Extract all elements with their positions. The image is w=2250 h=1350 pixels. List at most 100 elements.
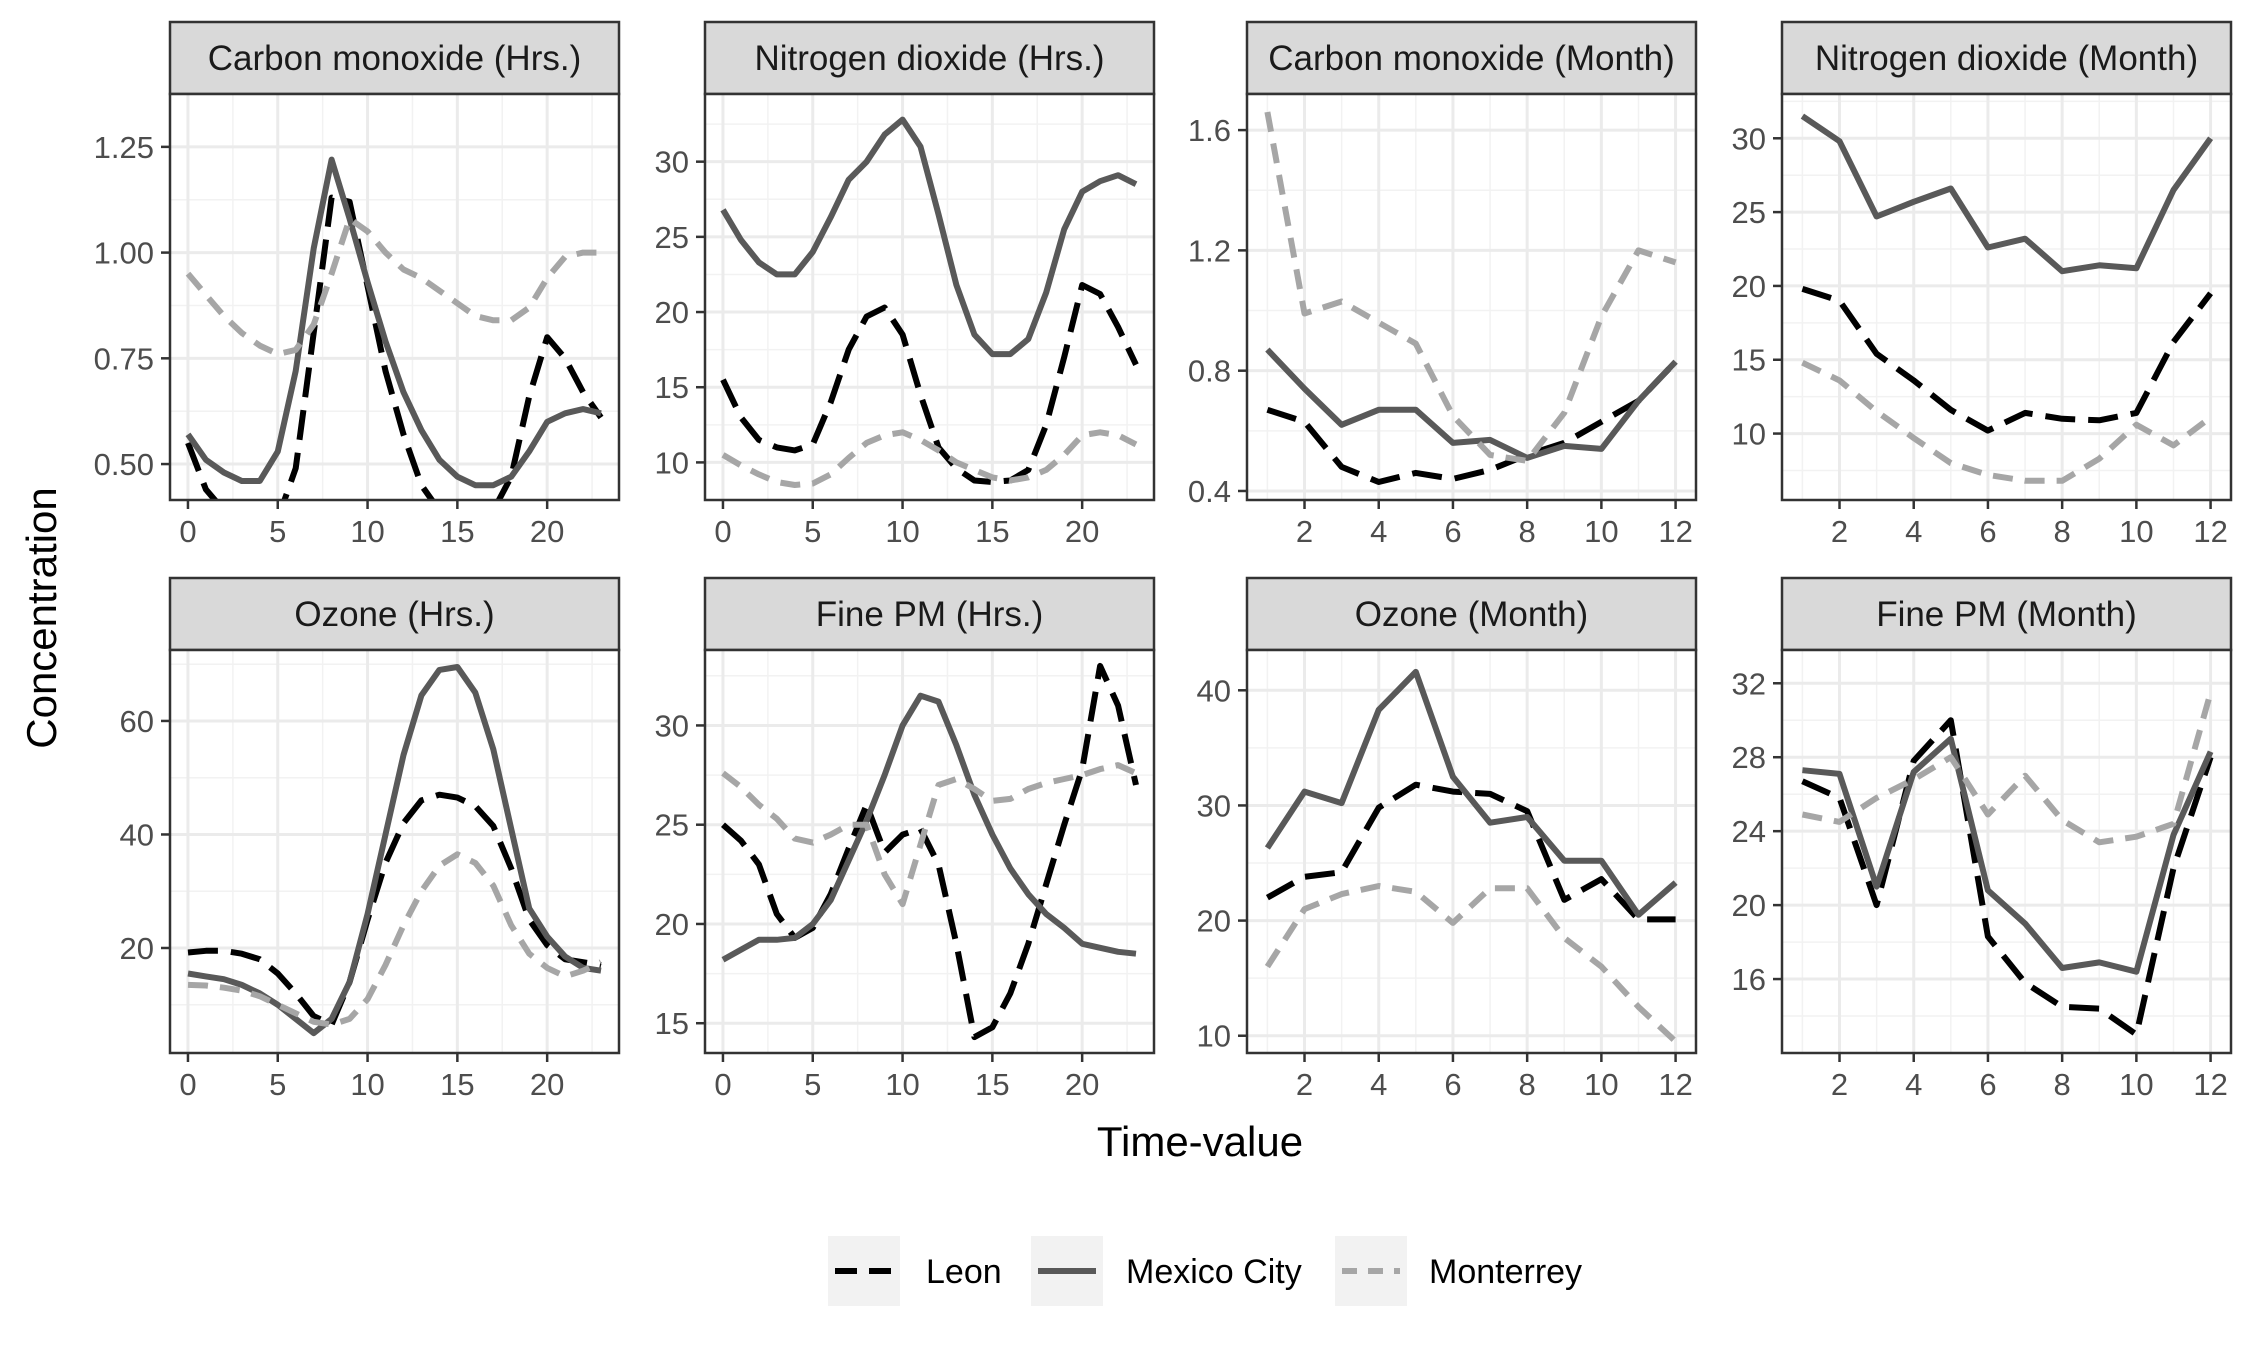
facet-strip	[1245, 20, 1698, 96]
legend: Leon Mexico City Monterrey	[828, 1236, 1582, 1306]
x-tick-label: 15	[975, 1067, 1009, 1102]
facet-panels: Carbon monoxide (Hrs.)0 5 10 15 200.500.751.…	[94, 20, 2233, 1102]
x-tick-label: 6	[1979, 514, 1996, 549]
y-tick-label: 30	[1732, 121, 1766, 156]
x-tick-label: 10	[1584, 1067, 1618, 1102]
x-tick-label: 10	[1584, 514, 1618, 549]
x-tick-label: 20	[1065, 1067, 1099, 1102]
series-line-monterrey	[185, 215, 601, 358]
y-tick-label: 25	[1732, 195, 1766, 230]
series-line-mexico-city	[721, 692, 1137, 963]
x-tick-label: 10	[350, 514, 384, 549]
y-tick-label: 25	[655, 808, 689, 843]
x-tick-label: 5	[804, 1067, 821, 1102]
y-tick-label: 1.00	[94, 236, 154, 271]
panel-border	[1780, 92, 2233, 502]
facet-title: Nitrogen dioxide (Month)	[1815, 39, 2198, 78]
y-tick-label: 15	[1732, 343, 1766, 378]
facet-strip	[703, 20, 1156, 96]
x-tick-label: 2	[1296, 1067, 1313, 1102]
facet-strip	[168, 20, 621, 96]
y-tick-label: 10	[1732, 417, 1766, 452]
y-tick-label: 0.4	[1188, 474, 1231, 509]
series-line-mexico-city	[1264, 668, 1678, 918]
x-tick-label: 6	[1444, 1067, 1461, 1102]
y-tick-label: 30	[1197, 788, 1231, 823]
x-tick-label: 10	[885, 514, 919, 549]
y-tick-label: 20	[1732, 888, 1766, 923]
facet-title: Carbon monoxide (Month)	[1268, 39, 1675, 78]
x-tick-label: 15	[975, 514, 1009, 549]
legend-label: Monterrey	[1429, 1253, 1582, 1291]
facet-strip	[703, 576, 1156, 652]
facet-title: Fine PM (Hrs.)	[816, 595, 1044, 634]
legend-item-monterrey: Monterrey	[1335, 1236, 1582, 1306]
series-line-mexico-city	[1800, 113, 2214, 275]
y-tick-label: 20	[655, 907, 689, 942]
y-tick-label: 0.50	[94, 447, 154, 482]
series-line-leon	[721, 662, 1139, 1041]
plot-area	[170, 94, 619, 500]
series-line-monterrey	[1264, 111, 1677, 464]
legend-item-leon: Leon	[828, 1236, 1002, 1306]
series-line-leon	[720, 282, 1139, 485]
x-tick-label: 2	[1831, 1067, 1848, 1102]
legend-label: Mexico City	[1126, 1253, 1302, 1291]
plot-area	[705, 94, 1154, 500]
facet-strip	[1245, 576, 1698, 652]
y-tick-label: 60	[120, 704, 154, 739]
y-tick-label: 10	[655, 445, 689, 480]
y-tick-label: 16	[1732, 962, 1766, 997]
y-tick-label: 24	[1732, 814, 1766, 849]
x-tick-label: 6	[1979, 1067, 1996, 1102]
panel-border	[168, 92, 621, 502]
series-line-mexico-city	[720, 116, 1138, 358]
panel-border	[168, 648, 621, 1055]
y-tick-label: 20	[1732, 269, 1766, 304]
panel-border	[1245, 648, 1698, 1055]
series-line-mexico-city	[1265, 347, 1678, 461]
y-tick-label: 15	[655, 1006, 689, 1041]
x-tick-label: 6	[1444, 514, 1461, 549]
y-tick-label: 30	[655, 145, 689, 180]
x-tick-label: 0	[179, 514, 196, 549]
x-tick-label: 10	[2119, 514, 2153, 549]
x-tick-label: 5	[804, 514, 821, 549]
y-tick-label: 20	[655, 295, 689, 330]
panel-border	[703, 92, 1156, 502]
legend-item-mexico-city: Mexico City	[1031, 1236, 1302, 1306]
legend-label: Leon	[926, 1253, 1002, 1291]
facet-panel: Nitrogen dioxide (Month) 2 4 6 8 10 12 10 15 20 25…	[1732, 20, 2233, 549]
x-tick-label: 8	[1519, 514, 1536, 549]
y-tick-label: 0.8	[1188, 354, 1231, 389]
x-tick-label: 2	[1296, 514, 1313, 549]
series-line-monterrey	[187, 851, 603, 1028]
series-line-mexico-city	[185, 156, 602, 489]
x-tick-label: 5	[269, 1067, 286, 1102]
y-tick-label: 1.6	[1188, 113, 1231, 148]
y-tick-label: 30	[655, 708, 689, 743]
x-tick-label: 4	[1370, 514, 1387, 549]
y-tick-label: 20	[1197, 904, 1231, 939]
x-tick-label: 8	[2054, 514, 2071, 549]
facet-panel: Fine PM (Hrs.) 0 5 10 15 20 15 20 25 30	[655, 576, 1156, 1102]
facet-title: Ozone (Month)	[1355, 595, 1588, 634]
facet-panel: Nitrogen dioxide (Hrs.) 0 5 10 15 20 10 15 20 25 3…	[655, 20, 1156, 549]
panel-border	[1780, 648, 2233, 1055]
facet-title: Carbon monoxide (Hrs.)	[208, 39, 581, 78]
facet-panel: Ozone (Month) 2 4 6 8 10 12 10 20 30 40	[1197, 576, 1698, 1102]
facet-strip	[1780, 576, 2233, 652]
panel-border	[1245, 92, 1698, 502]
x-tick-label: 2	[1831, 514, 1848, 549]
series-line-leon	[187, 791, 602, 1028]
y-tick-label: 32	[1732, 666, 1766, 701]
x-tick-label: 12	[2193, 514, 2227, 549]
x-tick-label: 0	[714, 1067, 731, 1102]
y-tick-label: 10	[1197, 1019, 1231, 1054]
x-axis-title: Time-value	[1097, 1118, 1303, 1165]
y-tick-label: 28	[1732, 740, 1766, 775]
x-tick-label: 15	[440, 1067, 474, 1102]
facet-panel: Carbon monoxide (Hrs.) 0 5 10 15 20 0.50 0.75 1.…	[94, 20, 621, 549]
